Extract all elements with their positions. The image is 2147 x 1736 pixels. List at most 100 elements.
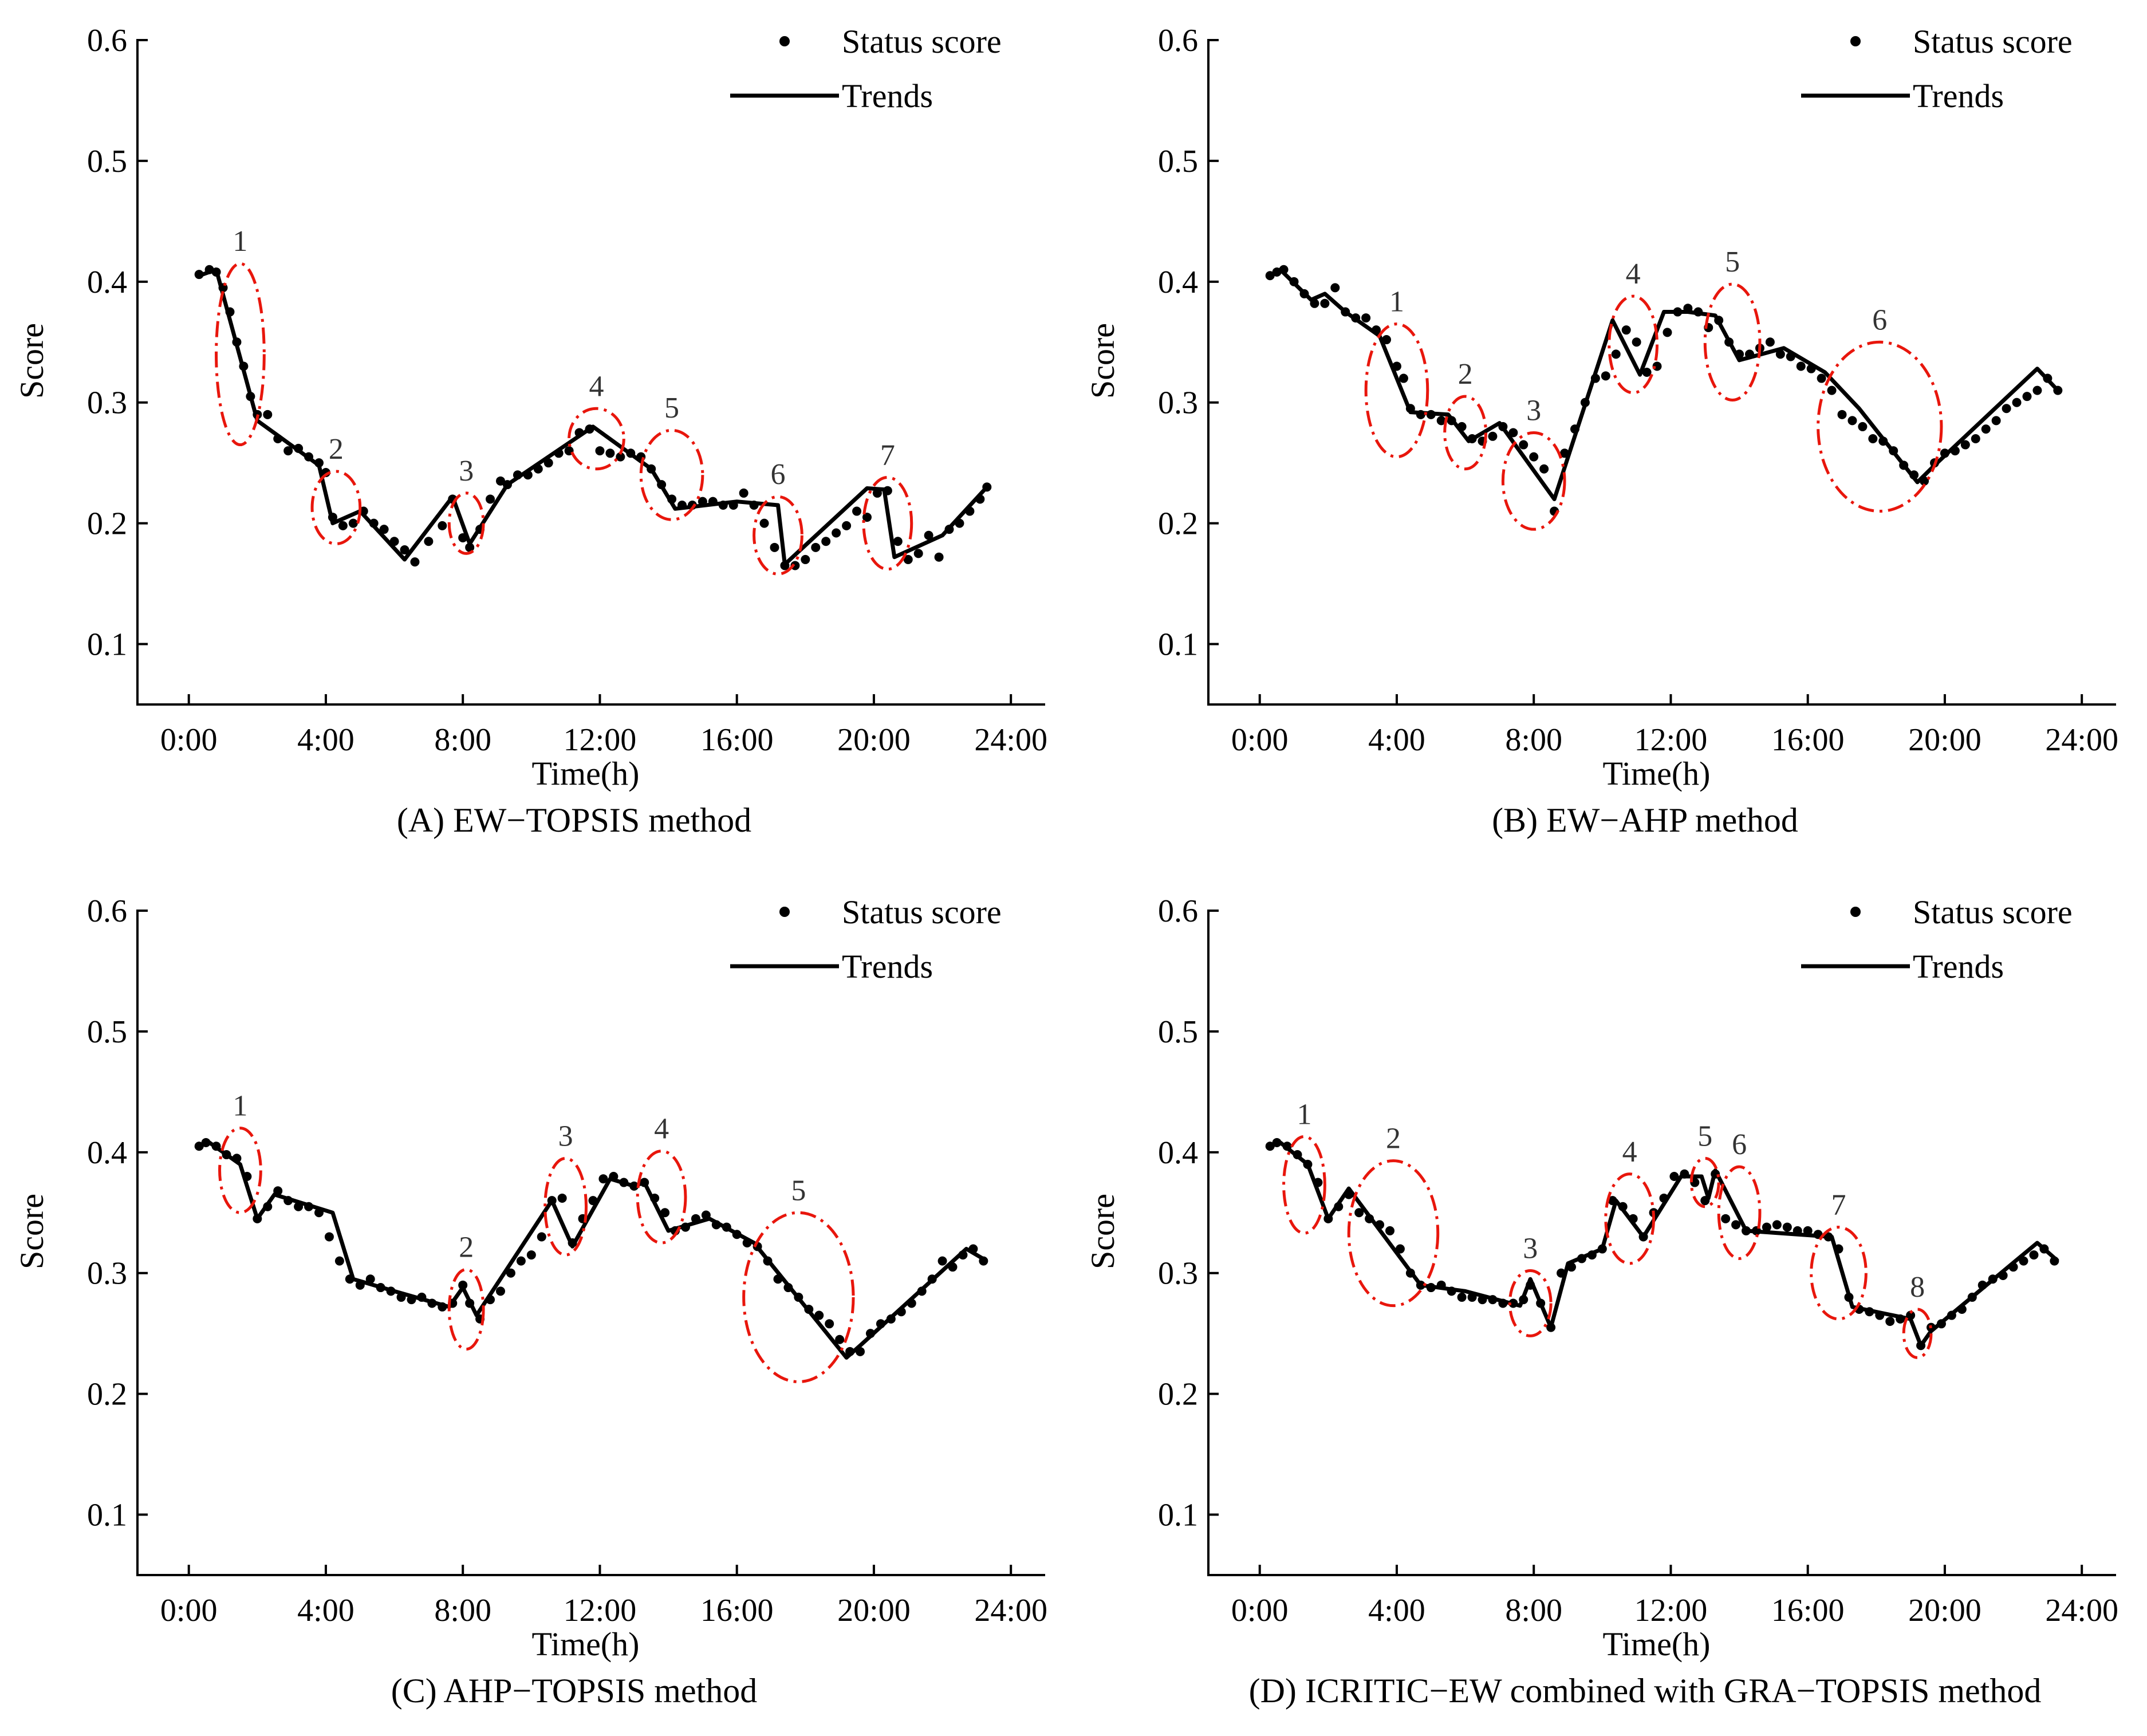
status-score-point	[1303, 1159, 1313, 1169]
x-tick-label: 0:00	[160, 1593, 218, 1628]
status-score-point	[2032, 385, 2042, 395]
status-score-point	[1793, 1226, 1802, 1235]
status-score-point	[896, 1307, 906, 1317]
status-score-point	[955, 518, 964, 528]
anomaly-ellipse	[1902, 1308, 1933, 1359]
status-score-point	[369, 518, 379, 528]
status-score-point	[732, 1230, 742, 1239]
x-tick-label: 4:00	[1368, 1593, 1425, 1628]
status-score-point	[304, 1202, 314, 1211]
status-score-point	[711, 1220, 721, 1230]
status-score-point	[523, 470, 533, 480]
anomaly-ellipse	[1810, 1226, 1868, 1321]
x-tick-label: 4:00	[297, 1593, 354, 1628]
axis-frame	[1207, 39, 2116, 706]
anomaly-label: 5	[791, 1174, 806, 1207]
x-tick-label: 16:00	[1771, 722, 1845, 758]
status-score-point	[211, 267, 221, 277]
anomaly-ellipse	[1689, 1156, 1720, 1208]
status-score-point	[1405, 404, 1415, 414]
trend-line	[198, 1140, 988, 1360]
y-axis-title: Score	[13, 1194, 50, 1269]
status-score-point	[526, 1250, 536, 1260]
status-score-point	[1642, 368, 1652, 377]
x-tick-label: 12:00	[564, 722, 637, 758]
status-score-point	[1457, 1292, 1467, 1302]
status-score-point	[376, 1283, 385, 1293]
status-score-point	[640, 1178, 649, 1187]
status-score-point	[842, 521, 852, 530]
status-score-point	[595, 446, 605, 456]
status-score-point	[1977, 1280, 1987, 1290]
status-score-point	[2053, 385, 2063, 395]
x-tick-label: 8:00	[1505, 722, 1562, 758]
status-score-point	[856, 1347, 865, 1356]
status-score-point	[304, 452, 314, 462]
x-axis-title: Time(h)	[532, 755, 640, 792]
legend-point-marker	[779, 907, 790, 917]
status-score-point	[194, 270, 204, 280]
anomaly-label: 6	[1872, 304, 1887, 336]
status-score-point	[739, 488, 749, 498]
status-score-point	[924, 530, 933, 540]
status-score-point	[1587, 1250, 1597, 1260]
status-score-point	[1628, 1214, 1638, 1223]
status-score-point	[458, 533, 468, 542]
status-score-point	[427, 1298, 437, 1308]
anomaly-ellipse	[1817, 340, 1943, 513]
status-score-point	[458, 1280, 468, 1290]
status-score-point	[1731, 1220, 1741, 1230]
status-score-point	[1519, 440, 1528, 450]
status-score-point	[1392, 361, 1401, 371]
status-score-point	[801, 554, 810, 564]
anomaly-label: 3	[1526, 394, 1541, 427]
anomaly-ellipse	[1703, 282, 1762, 402]
legend-label-status-score: Status score	[1913, 893, 2073, 931]
trend-line	[1268, 267, 2059, 501]
anomaly-ellipse	[753, 495, 803, 576]
status-score-point	[1498, 422, 1508, 431]
status-score-point	[647, 464, 656, 474]
status-score-point	[1289, 277, 1299, 286]
anomaly-ellipse	[543, 1156, 588, 1257]
x-tick-label: 24:00	[2045, 722, 2118, 758]
status-score-point	[1611, 349, 1621, 359]
status-score-point	[211, 1141, 221, 1151]
x-tick-label: 0:00	[1231, 1593, 1289, 1628]
y-tick-label: 0.6	[87, 893, 127, 929]
y-tick-label: 0.3	[1158, 1256, 1198, 1292]
status-score-point	[1365, 1214, 1374, 1223]
status-score-point	[1806, 364, 1816, 373]
status-score-point	[708, 497, 718, 506]
x-axis-title: Time(h)	[1603, 755, 1711, 792]
status-score-point	[975, 494, 985, 504]
status-score-point	[396, 1292, 406, 1302]
status-score-point	[1981, 424, 1991, 434]
status-score-point	[2043, 373, 2053, 383]
y-tick-label: 0.5	[87, 144, 127, 179]
status-score-point	[242, 1172, 252, 1181]
status-score-point	[543, 458, 553, 468]
status-score-point	[506, 1268, 515, 1278]
status-score-point	[1577, 1254, 1586, 1263]
status-score-point	[742, 1238, 752, 1247]
anomaly-label: 3	[558, 1120, 573, 1152]
status-score-point	[1680, 1169, 1689, 1179]
status-score-point	[1279, 265, 1289, 274]
status-score-point	[982, 482, 992, 492]
status-score-point	[794, 1292, 803, 1302]
x-tick-label: 0:00	[160, 722, 218, 758]
anomaly-ellipse	[639, 428, 704, 521]
status-score-point	[1847, 416, 1857, 426]
x-tick-label: 8:00	[1505, 1593, 1562, 1628]
status-score-point	[1361, 313, 1371, 323]
status-score-point	[979, 1256, 988, 1266]
status-score-point	[657, 480, 667, 490]
status-score-point	[832, 528, 841, 538]
status-score-point	[965, 506, 975, 516]
legend-label-trends: Trends	[1913, 77, 2004, 115]
anomaly-label: 8	[1910, 1271, 1925, 1304]
status-score-point	[1354, 1208, 1364, 1218]
status-score-point	[1282, 1141, 1292, 1151]
anomaly-label: 5	[1697, 1120, 1712, 1152]
